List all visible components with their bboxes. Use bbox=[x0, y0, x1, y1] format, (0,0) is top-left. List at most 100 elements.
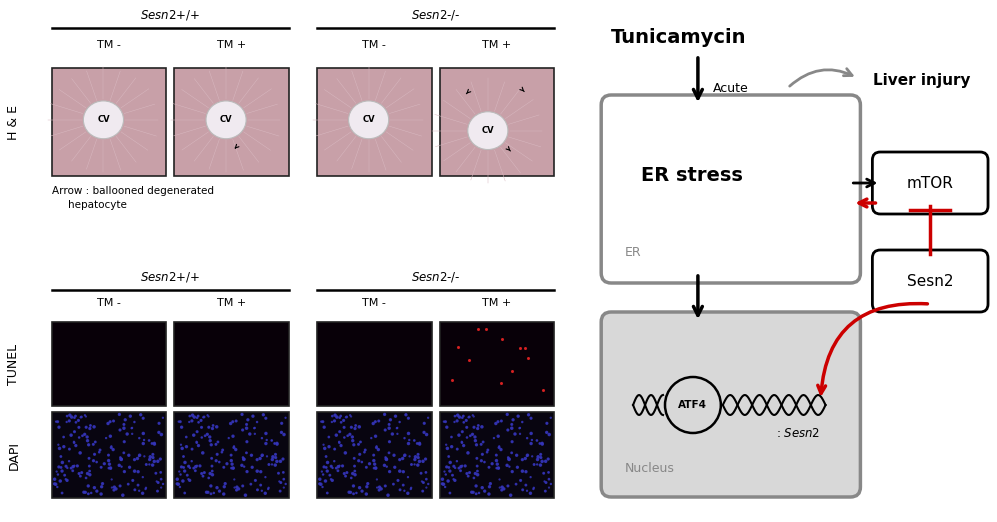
Text: ER: ER bbox=[625, 246, 642, 259]
Point bbox=[347, 467, 363, 475]
Point bbox=[54, 467, 70, 475]
Point bbox=[313, 418, 329, 426]
Point bbox=[328, 431, 344, 440]
Text: Sesn2: Sesn2 bbox=[907, 274, 953, 289]
Point bbox=[469, 454, 485, 462]
Point bbox=[495, 483, 510, 491]
Point bbox=[196, 468, 212, 477]
Point bbox=[401, 414, 417, 422]
Point bbox=[520, 411, 536, 419]
Point bbox=[352, 483, 368, 492]
Point bbox=[465, 430, 481, 438]
Point bbox=[174, 477, 190, 485]
Point bbox=[172, 470, 188, 479]
Point bbox=[412, 457, 428, 466]
Point bbox=[523, 414, 539, 422]
Point bbox=[438, 418, 454, 426]
Point bbox=[175, 453, 191, 461]
Point bbox=[193, 416, 209, 424]
Point bbox=[319, 467, 335, 475]
Point bbox=[519, 434, 535, 442]
Point bbox=[82, 470, 98, 479]
Point bbox=[254, 434, 270, 442]
Point bbox=[450, 445, 466, 453]
Point bbox=[336, 469, 352, 478]
Point bbox=[315, 418, 331, 426]
Point bbox=[106, 417, 122, 425]
Point bbox=[190, 418, 206, 426]
Point bbox=[381, 448, 397, 457]
Point bbox=[403, 485, 419, 493]
Point bbox=[532, 450, 548, 458]
Point bbox=[52, 444, 68, 453]
Point bbox=[322, 471, 338, 479]
Text: mTOR: mTOR bbox=[906, 175, 954, 191]
Point bbox=[80, 469, 96, 478]
Point bbox=[366, 451, 382, 459]
Point bbox=[274, 419, 290, 428]
Point bbox=[435, 475, 451, 483]
Point bbox=[511, 424, 527, 432]
Point bbox=[170, 418, 186, 426]
Point bbox=[238, 420, 254, 429]
Point bbox=[403, 484, 419, 492]
Point bbox=[327, 445, 343, 453]
Point bbox=[172, 418, 188, 426]
Point bbox=[48, 418, 64, 426]
Point bbox=[536, 477, 552, 485]
Point bbox=[443, 458, 459, 467]
Point bbox=[392, 467, 408, 476]
Point bbox=[130, 454, 146, 462]
Point bbox=[362, 459, 378, 468]
Point bbox=[494, 379, 509, 387]
Point bbox=[440, 477, 456, 485]
Point bbox=[188, 438, 204, 447]
Point bbox=[127, 456, 143, 464]
Point bbox=[313, 480, 329, 489]
Point bbox=[525, 485, 541, 493]
Point bbox=[338, 472, 354, 480]
Point bbox=[314, 467, 330, 476]
Text: ER stress: ER stress bbox=[641, 166, 743, 185]
Point bbox=[440, 444, 456, 453]
Point bbox=[386, 480, 402, 488]
Point bbox=[73, 413, 89, 422]
Point bbox=[273, 428, 289, 436]
Point bbox=[341, 488, 357, 496]
Point bbox=[481, 463, 497, 471]
Point bbox=[222, 419, 238, 428]
Point bbox=[390, 430, 406, 438]
Text: Arrow : ballooned degenerated: Arrow : ballooned degenerated bbox=[52, 186, 213, 196]
Point bbox=[196, 413, 212, 421]
Point bbox=[52, 477, 68, 485]
Point bbox=[68, 412, 84, 420]
Point bbox=[320, 458, 336, 467]
Bar bbox=[174, 68, 289, 176]
Point bbox=[445, 471, 461, 479]
Point bbox=[105, 445, 121, 454]
Point bbox=[209, 483, 225, 492]
Point bbox=[502, 491, 518, 500]
Point bbox=[419, 430, 435, 438]
Point bbox=[142, 436, 158, 445]
Point bbox=[477, 458, 493, 466]
Point bbox=[246, 424, 262, 432]
Point bbox=[439, 423, 455, 431]
Point bbox=[456, 412, 472, 420]
Point bbox=[475, 450, 491, 458]
Point bbox=[209, 450, 225, 458]
Point bbox=[456, 418, 472, 426]
Point bbox=[234, 482, 250, 490]
Point bbox=[381, 420, 397, 429]
Point bbox=[193, 469, 209, 478]
Point bbox=[441, 464, 457, 472]
Point bbox=[501, 455, 517, 464]
Point bbox=[133, 411, 149, 419]
Point bbox=[81, 454, 97, 462]
Point bbox=[71, 423, 87, 432]
Point bbox=[204, 462, 220, 470]
Point bbox=[492, 476, 507, 484]
Point bbox=[343, 412, 359, 421]
Point bbox=[202, 469, 218, 478]
Point bbox=[154, 483, 169, 492]
